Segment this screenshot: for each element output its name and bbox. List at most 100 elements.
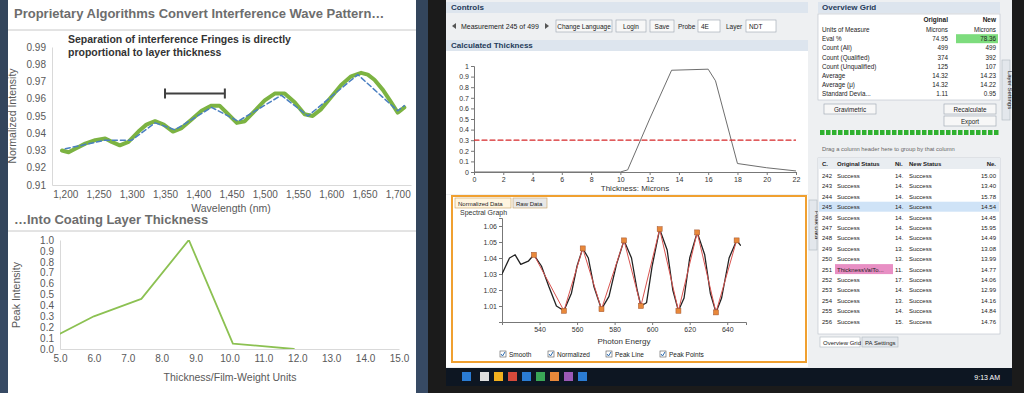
taskbar-icon [578,372,587,381]
progress-segment [976,130,981,135]
cell: 14. [895,235,904,241]
cell: 14. [895,225,904,231]
series-line [474,69,796,172]
taskbar-icon [536,372,545,381]
cell: Success [837,319,860,325]
tab [455,198,511,208]
tick-mark [471,87,474,88]
tick-label: 1.02 [483,287,497,294]
cell: 14.22 [980,81,996,88]
axis: 1,2001,2501,3001,3501,4001,4501,5001,550… [53,185,412,200]
tick: 0.2 [40,322,60,333]
progress-segment [970,130,975,135]
cell: 14.23 [980,72,996,79]
cell: 1.11 [936,90,948,97]
tick-label: 4 [531,176,535,183]
cell: Success [909,267,932,273]
tick: 0.2 [459,148,474,155]
tick-label: 0.4 [459,126,469,133]
column-header: C. [822,161,828,167]
tick: 1,650 [352,185,377,200]
tick-mark [690,322,691,325]
tick-label: 7.0 [121,353,135,364]
tick-label: 15.0 [390,353,410,364]
tick-label: 0.94 [27,128,47,139]
tick-mark [620,172,621,175]
progress-segment [964,130,969,135]
tick: 0.1 [459,158,474,165]
chart-panel [446,51,808,194]
tick: 0.6 [459,105,474,112]
checkbox [660,351,666,357]
tick-label: 14.0 [356,353,376,364]
taskbar-icon [508,372,517,381]
checkbox-label: Smooth [509,351,532,358]
cell: Success [909,225,932,231]
button [944,116,996,126]
tick-mark [471,140,474,141]
tick: 1 [465,63,474,70]
slide-background [0,0,1024,393]
button-label: Login [623,23,639,31]
chart-title: Spectral Graph [460,209,507,217]
cell-highlight [956,34,998,43]
axis-line [475,173,797,176]
cell: Microns [926,26,948,33]
tick-label: 1,300 [120,189,145,200]
tick-label: 1,450 [219,189,244,200]
data-point [695,230,700,235]
progress-segment [886,130,891,135]
cell: 14.77 [981,267,997,273]
side-tab-label: Layer Settings [1007,71,1013,109]
tick-label: 620 [684,326,696,333]
tick-label: 22 [793,176,801,183]
tick-mark [562,172,563,175]
cell: 14. [895,194,904,200]
cell: 13.99 [981,256,997,262]
tick: 540 [534,322,546,333]
axis-title: Thickness: Microns [601,184,669,193]
tick: 1,250 [87,185,112,200]
cell: 499 [937,44,948,51]
tick: 0.4 [459,126,474,133]
panel-header [818,2,1000,13]
tick: 0.9 [459,73,474,80]
tick-label: 1,400 [186,189,211,200]
monitor-bezel [428,0,1024,393]
column-header: New [983,16,997,23]
checkbox-label: Peak Line [615,351,644,358]
tick: 5.0 [54,349,68,364]
checkbox [606,351,612,357]
series-line [474,140,796,141]
data-point [599,307,604,312]
tick-label: 1.0 [40,235,54,246]
tick: 1,550 [286,185,311,200]
cell: 15.95 [981,225,997,231]
cell: 392 [985,54,996,61]
progress-segment [934,130,939,135]
button-label: Recalculate [954,106,987,113]
tick-label: 0.5 [459,116,469,123]
axis: 0246810121416182022 [473,172,801,183]
progress-segment [880,130,885,135]
tick: 13.0 [322,349,342,364]
cell: Success [837,298,860,304]
cell: Success [837,183,860,189]
axis-title: Normalized Intensity [6,68,18,164]
cell: Success [837,308,860,314]
row-label: Standard Devia... [822,90,871,97]
column-header: Ne. [987,161,997,167]
tick-label: 0.4 [40,300,54,311]
cell: 243 [822,183,833,189]
tick-label: 1.05 [483,239,497,246]
checkbox-label: Peak Points [669,351,704,358]
tick-label: 640 [722,326,734,333]
tick: 0.1 [40,333,60,344]
progress-segment [862,130,867,135]
tick: 1,500 [253,185,278,200]
tick-label: 580 [609,326,621,333]
tick-mark [471,108,474,109]
app-screenshot: 9:13 AMControlsMeasurement 245 of 499Cha… [428,0,1024,393]
tick-label: 1,600 [319,189,344,200]
tick-label: 0.98 [27,59,47,70]
